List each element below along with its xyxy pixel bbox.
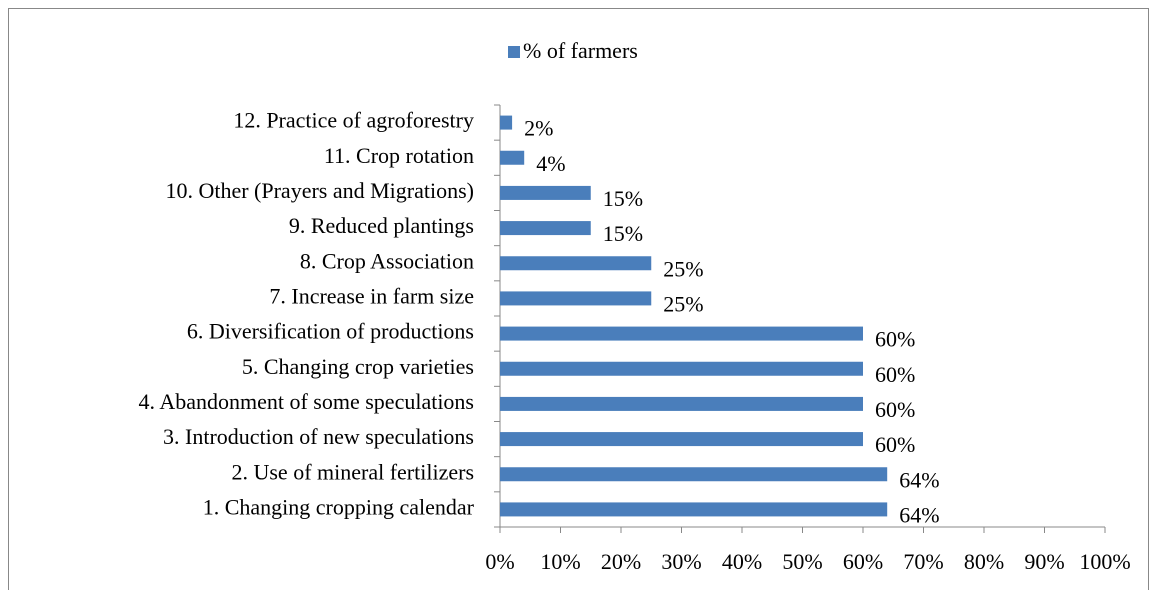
y-tick-label: 4. Abandonment of some speculations xyxy=(139,389,474,414)
x-tick-label: 0% xyxy=(485,549,514,574)
bar xyxy=(500,502,888,517)
data-label: 64% xyxy=(899,467,939,492)
y-tick-label: 1. Changing cropping calendar xyxy=(203,494,475,519)
legend-label: % of farmers xyxy=(523,38,638,63)
y-tick-label: 2. Use of mineral fertilizers xyxy=(231,459,474,484)
bar xyxy=(500,185,591,200)
x-tick-label: 80% xyxy=(964,549,1004,574)
data-label: 60% xyxy=(875,397,915,422)
y-tick-label: 11. Crop rotation xyxy=(324,143,474,168)
data-label: 60% xyxy=(875,362,915,387)
data-label: 15% xyxy=(603,186,643,211)
bar xyxy=(500,361,863,376)
y-tick-label: 5. Changing crop varieties xyxy=(242,354,474,379)
x-tick-label: 20% xyxy=(601,549,641,574)
data-label: 64% xyxy=(899,502,939,527)
x-tick-label: 90% xyxy=(1024,549,1064,574)
bar xyxy=(500,291,652,306)
x-tick-label: 10% xyxy=(540,549,580,574)
x-tick-label: 30% xyxy=(661,549,701,574)
y-tick-label: 10. Other (Prayers and Migrations) xyxy=(165,178,474,203)
bar xyxy=(500,432,863,447)
data-label: 2% xyxy=(524,116,553,141)
x-tick-label: 40% xyxy=(722,549,762,574)
data-label: 60% xyxy=(875,432,915,457)
x-tick-label: 50% xyxy=(782,549,822,574)
y-tick-label: 8. Crop Association xyxy=(300,248,474,273)
data-label: 25% xyxy=(663,256,703,281)
data-label: 15% xyxy=(603,221,643,246)
data-label: 4% xyxy=(536,151,565,176)
y-tick-label: 6. Diversification of productions xyxy=(187,319,474,344)
chart-frame xyxy=(8,8,1149,590)
bar xyxy=(500,326,863,341)
bar xyxy=(500,467,888,482)
y-tick-label: 7. Increase in farm size xyxy=(269,283,474,308)
bar xyxy=(500,115,513,130)
x-tick-label: 60% xyxy=(843,549,883,574)
x-tick-label: 100% xyxy=(1079,549,1130,574)
y-tick-label: 3. Introduction of new speculations xyxy=(163,424,474,449)
bar xyxy=(500,221,591,236)
legend-swatch xyxy=(508,46,520,58)
bar xyxy=(500,256,652,271)
bar xyxy=(500,396,863,411)
data-label: 25% xyxy=(663,291,703,316)
y-tick-label: 12. Practice of agroforestry xyxy=(233,108,474,133)
data-label: 60% xyxy=(875,327,915,352)
y-tick-label: 9. Reduced plantings xyxy=(289,213,474,238)
bar xyxy=(500,150,525,165)
x-tick-label: 70% xyxy=(903,549,943,574)
